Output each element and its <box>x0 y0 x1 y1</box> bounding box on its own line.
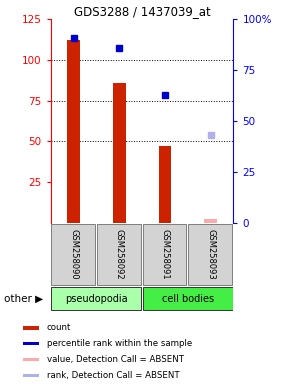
Bar <box>204 220 217 223</box>
Bar <box>51 224 95 285</box>
Text: cell bodies: cell bodies <box>162 293 214 304</box>
Bar <box>23 326 39 329</box>
Bar <box>97 224 141 285</box>
Bar <box>113 83 126 223</box>
Bar <box>143 287 233 310</box>
Text: GSM258090: GSM258090 <box>69 229 78 280</box>
Text: other ▶: other ▶ <box>4 294 44 304</box>
Bar <box>23 374 39 377</box>
Bar <box>143 224 186 285</box>
Title: GDS3288 / 1437039_at: GDS3288 / 1437039_at <box>74 5 211 18</box>
Text: pseudopodia: pseudopodia <box>65 293 128 304</box>
Text: GSM258091: GSM258091 <box>160 229 169 280</box>
Text: count: count <box>47 323 71 333</box>
Text: value, Detection Call = ABSENT: value, Detection Call = ABSENT <box>47 355 184 364</box>
Bar <box>51 287 141 310</box>
Text: rank, Detection Call = ABSENT: rank, Detection Call = ABSENT <box>47 371 179 380</box>
Text: GSM258093: GSM258093 <box>206 229 215 280</box>
Bar <box>23 342 39 345</box>
Bar <box>67 40 80 223</box>
Bar <box>188 224 232 285</box>
Bar <box>23 358 39 361</box>
Bar <box>159 146 171 223</box>
Text: GSM258092: GSM258092 <box>115 229 124 280</box>
Text: percentile rank within the sample: percentile rank within the sample <box>47 339 192 348</box>
